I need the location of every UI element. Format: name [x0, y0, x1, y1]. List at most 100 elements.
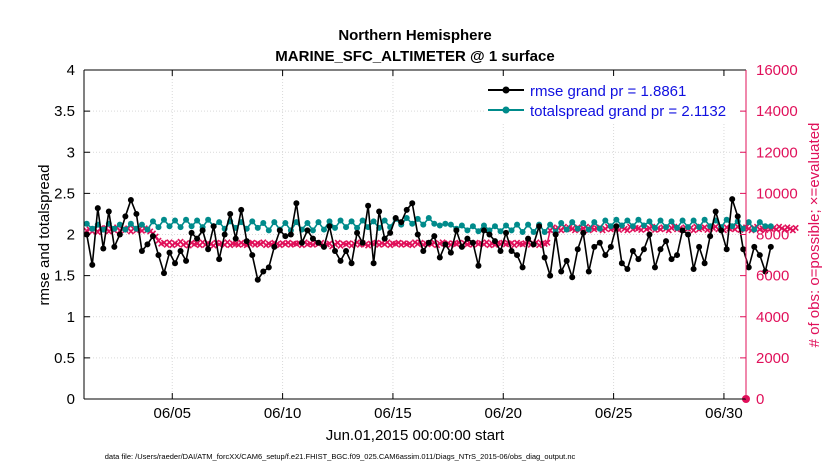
- spread-point: [144, 226, 151, 233]
- rmse-point: [503, 229, 510, 236]
- spread-point: [354, 224, 361, 231]
- spread-point: [343, 224, 350, 231]
- y2-tick-label: 14000: [756, 103, 798, 120]
- rmse-point: [447, 249, 454, 256]
- spread-point: [585, 226, 592, 233]
- rmse-point: [580, 229, 587, 236]
- rmse-point: [591, 243, 598, 250]
- rmse-point: [282, 233, 289, 240]
- rmse-point: [696, 243, 703, 250]
- spread-point: [503, 222, 510, 229]
- spread-point: [271, 219, 278, 226]
- spread-point: [370, 218, 377, 225]
- rmse-point: [618, 260, 625, 267]
- y-tick-label: 0.5: [54, 350, 75, 367]
- spread-point: [326, 218, 333, 225]
- spread-point: [618, 222, 625, 229]
- spread-point: [420, 221, 427, 228]
- rmse-series: [83, 196, 774, 283]
- rmse-point: [552, 231, 559, 238]
- rmse-point: [629, 247, 636, 254]
- rmse-point: [260, 268, 267, 275]
- rmse-point: [304, 227, 311, 234]
- rmse-point: [475, 262, 482, 269]
- spread-point: [172, 217, 179, 224]
- y-tick-label: 1.5: [54, 268, 75, 285]
- rmse-point: [293, 200, 300, 207]
- spread-point: [332, 224, 339, 231]
- rmse-point: [508, 247, 515, 254]
- rmse-point: [243, 238, 250, 245]
- rmse-point: [332, 247, 339, 254]
- spread-point: [674, 224, 681, 231]
- spread-point: [188, 223, 195, 230]
- rmse-point: [381, 235, 388, 242]
- rmse-point: [734, 213, 741, 220]
- spread-point: [629, 223, 636, 230]
- rmse-point: [210, 223, 217, 230]
- y-tick-label: 2.5: [54, 185, 75, 202]
- rmse-point: [514, 252, 521, 259]
- rmse-point: [177, 247, 184, 254]
- y-tick-label: 4: [67, 62, 75, 79]
- spread-point: [663, 224, 670, 231]
- y-tick-label: 0: [67, 391, 75, 408]
- spread-point: [149, 218, 156, 225]
- x-tick-label: 06/10: [264, 405, 302, 422]
- rmse-point: [370, 260, 377, 267]
- rmse-point: [607, 243, 614, 250]
- rmse-point: [574, 246, 581, 253]
- obs-point: [544, 239, 551, 246]
- rmse-point: [100, 245, 107, 252]
- spread-point: [723, 216, 730, 223]
- rmse-point: [624, 266, 631, 273]
- spread-point: [320, 226, 327, 233]
- spread-point: [569, 219, 576, 226]
- spread-point: [558, 219, 565, 226]
- rmse-point: [122, 213, 129, 220]
- rmse-point: [116, 231, 123, 238]
- rmse-point: [679, 227, 686, 234]
- rmse-point: [172, 260, 179, 267]
- spread-point: [403, 215, 410, 222]
- spread-point: [480, 222, 487, 229]
- spread-point: [447, 221, 454, 228]
- rmse-point: [221, 231, 228, 238]
- spread-point: [127, 220, 134, 227]
- rmse-point: [155, 252, 162, 259]
- rmse-point: [486, 231, 493, 238]
- y2-tick-label: 12000: [756, 144, 798, 161]
- rmse-point: [199, 227, 206, 234]
- rmse-point: [127, 196, 134, 203]
- spread-point: [431, 220, 438, 227]
- chart-subtitle: MARINE_SFC_ALTIMETER @ 1 surface: [275, 48, 554, 65]
- rmse-point: [205, 246, 212, 253]
- rmse-point: [745, 264, 752, 271]
- spread-point: [458, 222, 465, 229]
- rmse-point: [613, 223, 620, 230]
- rmse-point: [343, 247, 350, 254]
- rmse-point: [442, 241, 449, 248]
- spread-point: [309, 227, 316, 234]
- spread-point: [260, 219, 267, 226]
- spread-point: [315, 219, 322, 226]
- spread-point: [657, 217, 664, 224]
- rmse-point: [635, 256, 642, 263]
- spread-point: [767, 223, 774, 230]
- spread-point: [442, 220, 449, 227]
- spread-point: [640, 222, 647, 229]
- rmse-point: [420, 247, 427, 254]
- spread-point: [541, 229, 548, 236]
- rmse-point: [646, 231, 653, 238]
- spread-point: [690, 217, 697, 224]
- rmse-point: [188, 229, 195, 236]
- x-axis-label: Jun.01,2015 00:00:00 start: [326, 427, 505, 444]
- spread-point: [414, 215, 421, 222]
- y-tick-label: 1: [67, 309, 75, 326]
- spread-point: [607, 223, 614, 230]
- rmse-point: [723, 246, 730, 253]
- spread-point: [254, 224, 261, 231]
- rmse-point: [271, 243, 278, 250]
- data-file-footer: data file: /Users/raeder/DAI/ATM_forcXX/…: [105, 452, 576, 461]
